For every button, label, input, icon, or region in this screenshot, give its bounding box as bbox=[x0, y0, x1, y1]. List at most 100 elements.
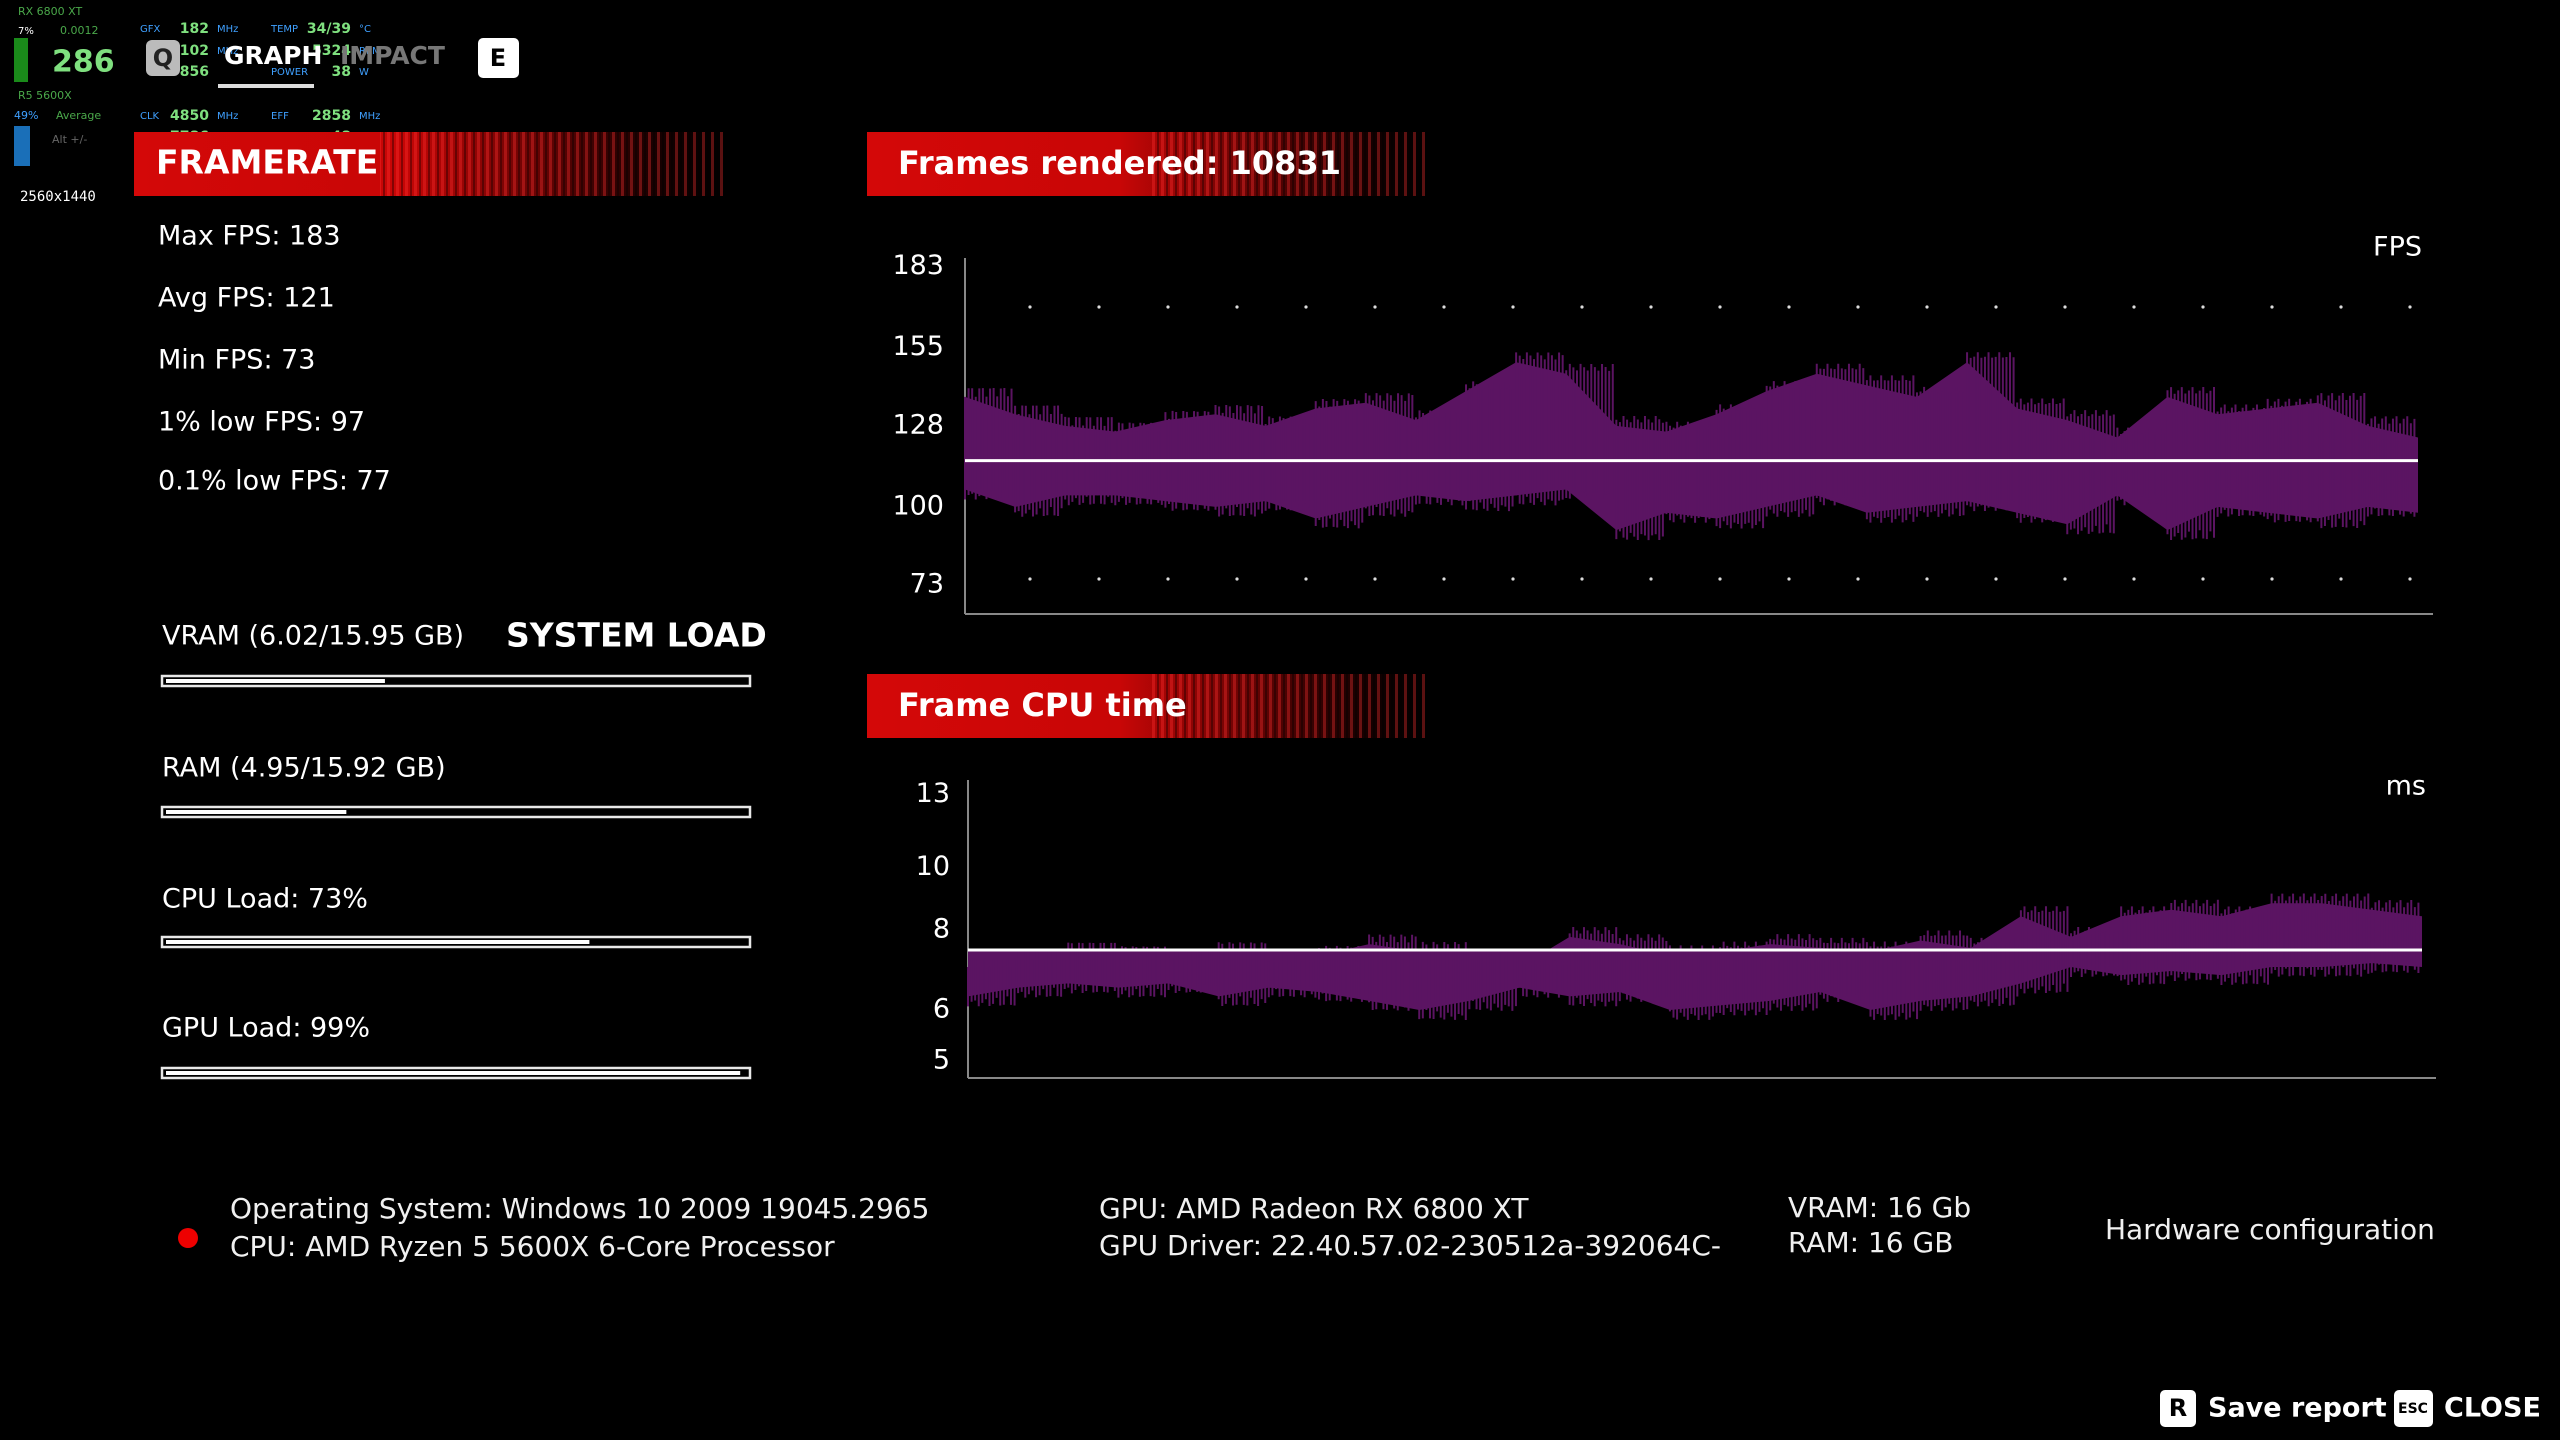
metric-unit: °C bbox=[359, 24, 371, 35]
load-fill bbox=[166, 679, 385, 683]
metric-value: 182 bbox=[180, 21, 209, 37]
metric-label: GFX bbox=[140, 24, 161, 35]
tab-underline bbox=[218, 84, 314, 88]
spikes bbox=[2366, 416, 2416, 517]
hw-gpu: GPU: AMD Radeon RX 6800 XT bbox=[1099, 1192, 1529, 1225]
spikes bbox=[1618, 934, 1668, 1002]
metric-value: 856 bbox=[180, 64, 209, 80]
banner-texture bbox=[380, 132, 727, 196]
framerate-stats: Max FPS: 183 Avg FPS: 121 Min FPS: 73 1% lo… bbox=[158, 221, 391, 497]
overlay-mode: Average bbox=[56, 109, 101, 122]
spikes bbox=[1114, 422, 1163, 506]
metric-value: 5324 bbox=[312, 43, 351, 59]
spikes bbox=[1869, 941, 1919, 1020]
spikes bbox=[1966, 352, 2015, 512]
fps-counter: 286 bbox=[52, 45, 115, 80]
metric-unit: MHz bbox=[217, 46, 238, 57]
next-key[interactable]: E bbox=[490, 44, 506, 72]
spikes bbox=[1865, 375, 1915, 523]
metric-unit: RPM bbox=[359, 46, 381, 57]
spikes bbox=[1815, 363, 1865, 506]
tabs: Q GRAPH IMPACT E bbox=[146, 38, 519, 88]
spikes bbox=[2116, 427, 2165, 506]
spikes bbox=[1314, 399, 1364, 529]
tab-impact[interactable]: IMPACT bbox=[340, 41, 445, 70]
banner-texture bbox=[1150, 132, 1429, 196]
spikes bbox=[2320, 893, 2370, 977]
spikes bbox=[1418, 941, 1467, 1020]
spikes bbox=[1518, 957, 1568, 998]
graphs: 183 155 128 100 73 FPS 13 10 8 6 5 ms bbox=[892, 232, 2436, 1079]
tab-graph[interactable]: GRAPH bbox=[224, 41, 322, 70]
y-tick-label: 5 bbox=[933, 1044, 950, 1075]
spikes bbox=[1719, 941, 1768, 1016]
y-tick-label: 73 bbox=[910, 569, 944, 600]
load-track bbox=[160, 674, 752, 688]
spikes bbox=[1465, 381, 1514, 512]
metric-unit: MHz bbox=[359, 111, 380, 122]
close-key[interactable]: ESC bbox=[2398, 1401, 2428, 1417]
load-bars: VRAM (6.02/15.95 GB) RAM (4.95/15.92 GB) C… bbox=[160, 621, 752, 1080]
banner-texture bbox=[1150, 674, 1429, 738]
metric-unit: MHz bbox=[217, 24, 238, 35]
cpu-graph-title: Frame CPU time bbox=[898, 686, 1187, 724]
save-report[interactable]: Save report bbox=[2208, 1393, 2387, 1424]
spikes bbox=[1915, 386, 1965, 517]
spikes bbox=[1665, 421, 1714, 523]
metric-label: TEMP bbox=[270, 24, 298, 35]
y-tick-label: 155 bbox=[892, 331, 944, 362]
metric-value: 2858 bbox=[312, 108, 351, 124]
status-dot bbox=[178, 1228, 198, 1248]
cpu-meter bbox=[14, 126, 30, 166]
tab-icon-bg[interactable] bbox=[146, 40, 180, 76]
unit-label: FPS bbox=[2373, 232, 2422, 263]
unit-label: ms bbox=[2386, 771, 2426, 802]
load-fill bbox=[166, 810, 347, 814]
spikes bbox=[1565, 363, 1614, 500]
gpu-name: RX 6800 XT bbox=[18, 5, 83, 18]
spikes bbox=[1067, 942, 1116, 994]
y-tick-label: 183 bbox=[892, 250, 944, 281]
spikes bbox=[1615, 415, 1664, 541]
hw-ram: RAM: 16 GB bbox=[1788, 1226, 1953, 1259]
y-tick-label: 13 bbox=[916, 778, 950, 809]
metric-value: 4850 bbox=[170, 108, 209, 124]
spikes bbox=[2170, 899, 2219, 981]
hw-cpu: CPU: AMD Ryzen 5 5600X 6-Core Processor bbox=[230, 1230, 835, 1263]
save-key[interactable]: R bbox=[2169, 1394, 2187, 1422]
system-load-title: SYSTEM LOAD bbox=[506, 616, 767, 655]
spikes bbox=[2120, 906, 2169, 986]
gpu-meter bbox=[14, 38, 28, 82]
cpu-usage: 49% bbox=[14, 109, 38, 122]
hw-driver: GPU Driver: 22.40.57.02-230512a-392064C- bbox=[1099, 1229, 1721, 1262]
load-fill bbox=[166, 940, 590, 944]
load-fill bbox=[166, 1071, 741, 1075]
resolution: 2560x1440 bbox=[20, 189, 96, 205]
spikes bbox=[967, 958, 1016, 1007]
hw-os: Operating System: Windows 10 2009 19045.… bbox=[230, 1192, 929, 1225]
spikes bbox=[1568, 927, 1618, 1007]
load-label: GPU Load: 99% bbox=[162, 1013, 370, 1044]
spikes bbox=[964, 387, 1013, 500]
y-tick-label: 10 bbox=[916, 851, 950, 882]
spikes bbox=[1267, 953, 1317, 998]
spikes bbox=[1264, 416, 1314, 512]
y-tick-label: 128 bbox=[892, 409, 944, 440]
spikes bbox=[1715, 404, 1765, 529]
tab-icon[interactable]: Q bbox=[153, 44, 173, 72]
spikes bbox=[2270, 893, 2320, 977]
metric-value: 34/39 bbox=[307, 21, 351, 37]
spikes bbox=[1969, 937, 2019, 1007]
cpu-name: R5 5600X bbox=[18, 89, 72, 102]
save-key-bg[interactable] bbox=[2160, 1390, 2196, 1427]
spikes bbox=[1769, 934, 1818, 1011]
spikes bbox=[1765, 381, 1815, 517]
close-key-bg[interactable] bbox=[2394, 1390, 2433, 1427]
close[interactable]: CLOSE bbox=[2444, 1393, 2541, 1424]
next-key-bg[interactable] bbox=[478, 38, 519, 78]
metric-unit: W bbox=[359, 67, 369, 78]
y-tick-label: 100 bbox=[892, 490, 944, 521]
